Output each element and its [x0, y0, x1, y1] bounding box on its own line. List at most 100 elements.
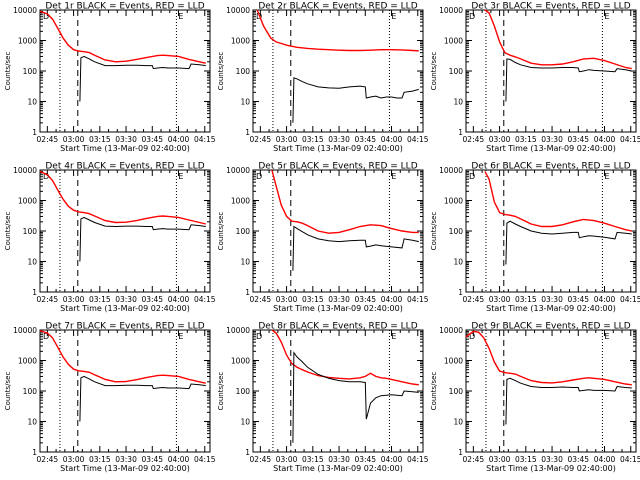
x-tick-label: 04:15 — [620, 455, 640, 464]
corner-label-e: E — [604, 172, 609, 181]
x-tick-label: 03:00 — [489, 295, 511, 304]
x-tick-label: 03:30 — [328, 135, 350, 144]
chart-title: Det 6r BLACK = Events, RED = LLD — [471, 162, 630, 172]
y-tick-label: 10000 — [13, 326, 37, 335]
chart-title: Det 9r BLACK = Events, RED = LLD — [471, 322, 630, 332]
x-tick-label: 03:30 — [115, 135, 137, 144]
x-tick-label: 03:30 — [328, 295, 350, 304]
x-tick-label: 04:15 — [194, 455, 216, 464]
x-tick-label: 03:45 — [567, 295, 589, 304]
x-axis-label: Start Time (13-Mar-09 02:40:00) — [273, 144, 403, 153]
y-tick-label: 1000 — [444, 357, 463, 366]
y-tick-label: 10000 — [13, 6, 37, 15]
x-tick-label: 03:15 — [89, 135, 111, 144]
x-tick-label: 03:00 — [63, 455, 85, 464]
x-tick-label: 03:45 — [354, 295, 376, 304]
series-line-lld — [484, 171, 632, 232]
series-line-lld — [484, 9, 632, 70]
corner-label-d: D — [469, 332, 475, 341]
plot-frame — [39, 9, 211, 133]
x-tick-label: 04:00 — [594, 135, 616, 144]
x-tick-label: 02:45 — [37, 455, 59, 464]
x-tick-label: 03:30 — [541, 455, 563, 464]
plot-frame — [252, 9, 424, 133]
x-tick-label: 03:00 — [489, 135, 511, 144]
y-tick-label: 1000 — [18, 357, 37, 366]
x-axis-label: Start Time (13-Mar-09 02:40:00) — [60, 304, 190, 313]
y-tick-label: 100 — [449, 227, 464, 236]
y-tick-label: 10 — [240, 258, 250, 267]
y-tick-label: 1 — [32, 128, 37, 137]
y-axis-label: Counts/sec — [4, 372, 12, 411]
x-tick-label: 02:45 — [463, 135, 485, 144]
x-tick-label: 02:45 — [250, 135, 272, 144]
x-tick-label: 02:45 — [37, 295, 59, 304]
y-tick-label: 1000 — [231, 197, 250, 206]
x-tick-label: 03:30 — [328, 455, 350, 464]
y-tick-label: 1000 — [18, 37, 37, 46]
x-tick-label: 03:00 — [63, 295, 85, 304]
y-tick-label: 1000 — [18, 197, 37, 206]
y-tick-label: 1 — [245, 288, 250, 297]
x-tick-label: 03:00 — [276, 455, 298, 464]
x-axis-label: Start Time (13-Mar-09 02:40:00) — [273, 464, 403, 473]
chart-panel-4: Det 4r BLACK = Events, RED = LLD Counts/s… — [4, 162, 216, 314]
chart-panel-2: Det 2r BLACK = Events, RED = LLD Counts/s… — [217, 2, 429, 154]
y-tick-label: 100 — [236, 67, 251, 76]
y-tick-label: 10 — [27, 258, 37, 267]
y-tick-label: 100 — [23, 387, 38, 396]
y-tick-label: 1000 — [444, 197, 463, 206]
x-axis-label: Start Time (13-Mar-09 02:40:00) — [486, 304, 616, 313]
y-tick-label: 1000 — [231, 37, 250, 46]
y-tick-label: 10000 — [226, 6, 250, 15]
y-tick-label: 10000 — [439, 326, 463, 335]
x-tick-label: 04:00 — [381, 455, 403, 464]
x-tick-label: 03:30 — [541, 135, 563, 144]
series-line-lld — [39, 170, 206, 225]
x-tick-label: 04:15 — [194, 295, 216, 304]
corner-label-d: D — [469, 12, 475, 21]
x-axis-label: Start Time (13-Mar-09 02:40:00) — [486, 464, 616, 473]
y-tick-label: 10 — [240, 418, 250, 427]
corner-label-d: D — [43, 12, 49, 21]
x-tick-label: 03:30 — [115, 295, 137, 304]
x-tick-label: 03:45 — [141, 455, 163, 464]
y-tick-label: 100 — [449, 67, 464, 76]
y-tick-label: 100 — [23, 67, 38, 76]
y-tick-label: 1 — [458, 448, 463, 457]
x-tick-label: 03:45 — [141, 295, 163, 304]
y-tick-label: 1 — [245, 448, 250, 457]
plot-frame — [252, 169, 424, 293]
series-line-events — [505, 58, 632, 102]
y-tick-label: 1 — [32, 288, 37, 297]
x-tick-label: 04:15 — [194, 135, 216, 144]
corner-label-e: E — [178, 172, 183, 181]
y-tick-label: 100 — [236, 227, 251, 236]
corner-label-e: E — [604, 12, 609, 21]
x-tick-label: 03:45 — [354, 455, 376, 464]
y-tick-label: 10000 — [439, 166, 463, 175]
chart-panel-3: Det 3r BLACK = Events, RED = LLD Counts/s… — [430, 2, 640, 154]
chart-title: Det 5r BLACK = Events, RED = LLD — [258, 162, 417, 172]
x-tick-label: 03:45 — [567, 135, 589, 144]
x-axis-label: Start Time (13-Mar-09 02:40:00) — [60, 144, 190, 153]
series-line-events — [79, 216, 206, 262]
x-tick-label: 04:00 — [594, 295, 616, 304]
x-axis-label: Start Time (13-Mar-09 02:40:00) — [60, 464, 190, 473]
x-tick-label: 04:00 — [168, 455, 190, 464]
y-tick-label: 10000 — [13, 166, 37, 175]
x-tick-label: 03:45 — [141, 135, 163, 144]
plot-frame — [39, 169, 211, 293]
chart-title: Det 4r BLACK = Events, RED = LLD — [45, 162, 204, 172]
x-tick-label: 04:00 — [594, 455, 616, 464]
x-tick-label: 03:45 — [354, 135, 376, 144]
y-tick-label: 1000 — [444, 37, 463, 46]
chart-title: Det 1r BLACK = Events, RED = LLD — [45, 2, 204, 12]
x-tick-label: 04:00 — [381, 295, 403, 304]
y-tick-label: 1 — [32, 448, 37, 457]
series-line-lld — [271, 169, 419, 234]
y-tick-label: 100 — [449, 387, 464, 396]
y-tick-label: 10000 — [226, 166, 250, 175]
corner-label-d: D — [43, 172, 49, 181]
